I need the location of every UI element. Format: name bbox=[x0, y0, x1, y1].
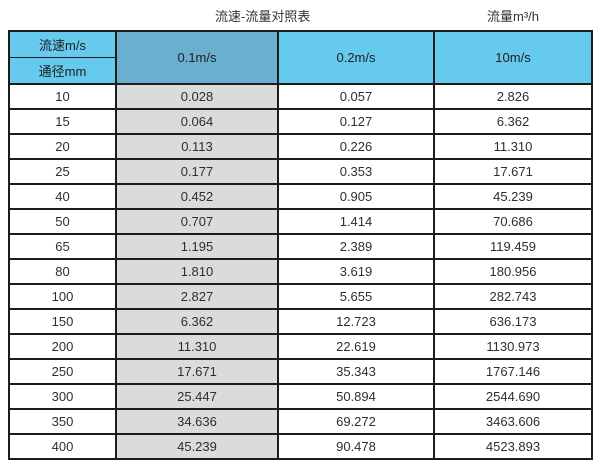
table-row: 25 0.177 0.353 17.671 bbox=[8, 158, 593, 185]
dn-cell: 300 bbox=[8, 383, 117, 410]
value-cell: 17.671 bbox=[115, 358, 279, 385]
dn-cell: 80 bbox=[8, 258, 117, 285]
value-cell: 0.127 bbox=[277, 108, 435, 135]
dn-cell: 400 bbox=[8, 433, 117, 460]
value-cell: 11.310 bbox=[115, 333, 279, 360]
value-cell: 22.619 bbox=[277, 333, 435, 360]
value-cell: 45.239 bbox=[433, 183, 593, 210]
value-cell: 17.671 bbox=[433, 158, 593, 185]
value-cell: 0.226 bbox=[277, 133, 435, 160]
table-row: 150 6.362 12.723 636.173 bbox=[8, 308, 593, 335]
value-cell: 11.310 bbox=[433, 133, 593, 160]
value-cell: 119.459 bbox=[433, 233, 593, 260]
page-header: 流速-流量对照表 流量m³/h bbox=[0, 0, 600, 30]
dn-cell: 350 bbox=[8, 408, 117, 435]
dn-cell: 250 bbox=[8, 358, 117, 385]
table-row: 400 45.239 90.478 4523.893 bbox=[8, 433, 593, 460]
value-cell: 4523.893 bbox=[433, 433, 593, 460]
flow-rate-table: 流速m/s 0.1m/s 0.2m/s 10m/s 通径mm 10 0.028 … bbox=[8, 30, 593, 460]
value-cell: 636.173 bbox=[433, 308, 593, 335]
header-row-bottom: 通径mm bbox=[8, 57, 592, 85]
dn-cell: 150 bbox=[8, 308, 117, 335]
table-row: 250 17.671 35.343 1767.146 bbox=[8, 358, 593, 385]
value-cell: 6.362 bbox=[115, 308, 279, 335]
dn-cell: 20 bbox=[8, 133, 117, 160]
value-cell: 1.414 bbox=[277, 208, 435, 235]
value-cell: 1767.146 bbox=[433, 358, 593, 385]
dn-cell: 200 bbox=[8, 333, 117, 360]
table-row: 80 1.810 3.619 180.956 bbox=[8, 258, 593, 285]
value-cell: 2544.690 bbox=[433, 383, 593, 410]
header-col-0p2ms: 0.2m/s bbox=[277, 30, 435, 85]
dn-cell: 65 bbox=[8, 233, 117, 260]
value-cell: 0.353 bbox=[277, 158, 435, 185]
value-cell: 0.905 bbox=[277, 183, 435, 210]
value-cell: 2.389 bbox=[277, 233, 435, 260]
value-cell: 0.028 bbox=[115, 83, 279, 110]
table-row: 100 2.827 5.655 282.743 bbox=[8, 283, 593, 310]
value-cell: 1130.973 bbox=[433, 333, 593, 360]
value-cell: 0.707 bbox=[115, 208, 279, 235]
value-cell: 1.195 bbox=[115, 233, 279, 260]
table-row: 300 25.447 50.894 2544.690 bbox=[8, 383, 593, 410]
dn-cell: 50 bbox=[8, 208, 117, 235]
value-cell: 0.057 bbox=[277, 83, 435, 110]
table-row: 350 34.636 69.272 3463.606 bbox=[8, 408, 593, 435]
value-cell: 12.723 bbox=[277, 308, 435, 335]
table-row: 200 11.310 22.619 1130.973 bbox=[8, 333, 593, 360]
table-row: 50 0.707 1.414 70.686 bbox=[8, 208, 593, 235]
value-cell: 0.113 bbox=[115, 133, 279, 160]
header-velocity-label: 流速m/s bbox=[8, 30, 117, 58]
value-cell: 34.636 bbox=[115, 408, 279, 435]
header-col-10ms: 10m/s bbox=[433, 30, 593, 85]
table-row: 20 0.113 0.226 11.310 bbox=[8, 133, 593, 160]
value-cell: 35.343 bbox=[277, 358, 435, 385]
flow-unit-label: 流量m³/h bbox=[487, 9, 540, 24]
value-cell: 50.894 bbox=[277, 383, 435, 410]
value-cell: 70.686 bbox=[433, 208, 593, 235]
value-cell: 1.810 bbox=[115, 258, 279, 285]
value-cell: 2.827 bbox=[115, 283, 279, 310]
value-cell: 3.619 bbox=[277, 258, 435, 285]
value-cell: 3463.606 bbox=[433, 408, 593, 435]
dn-cell: 15 bbox=[8, 108, 117, 135]
value-cell: 6.362 bbox=[433, 108, 593, 135]
dn-cell: 100 bbox=[8, 283, 117, 310]
value-cell: 5.655 bbox=[277, 283, 435, 310]
table-row: 40 0.452 0.905 45.239 bbox=[8, 183, 593, 210]
value-cell: 90.478 bbox=[277, 433, 435, 460]
value-cell: 0.177 bbox=[115, 158, 279, 185]
value-cell: 180.956 bbox=[433, 258, 593, 285]
value-cell: 2.826 bbox=[433, 83, 593, 110]
value-cell: 45.239 bbox=[115, 433, 279, 460]
value-cell: 282.743 bbox=[433, 283, 593, 310]
header-diameter-label: 通径mm bbox=[8, 57, 117, 85]
dn-cell: 25 bbox=[8, 158, 117, 185]
page-title: 流速-流量对照表 bbox=[215, 9, 311, 24]
value-cell: 69.272 bbox=[277, 408, 435, 435]
dn-cell: 40 bbox=[8, 183, 117, 210]
table-row: 10 0.028 0.057 2.826 bbox=[8, 83, 593, 110]
dn-cell: 10 bbox=[8, 83, 117, 110]
value-cell: 0.452 bbox=[115, 183, 279, 210]
value-cell: 0.064 bbox=[115, 108, 279, 135]
header-row-top: 流速m/s 0.1m/s 0.2m/s 10m/s bbox=[8, 30, 593, 85]
value-cell: 25.447 bbox=[115, 383, 279, 410]
table-row: 65 1.195 2.389 119.459 bbox=[8, 233, 593, 260]
table-row: 15 0.064 0.127 6.362 bbox=[8, 108, 593, 135]
header-col-0p1ms: 0.1m/s bbox=[115, 30, 279, 85]
